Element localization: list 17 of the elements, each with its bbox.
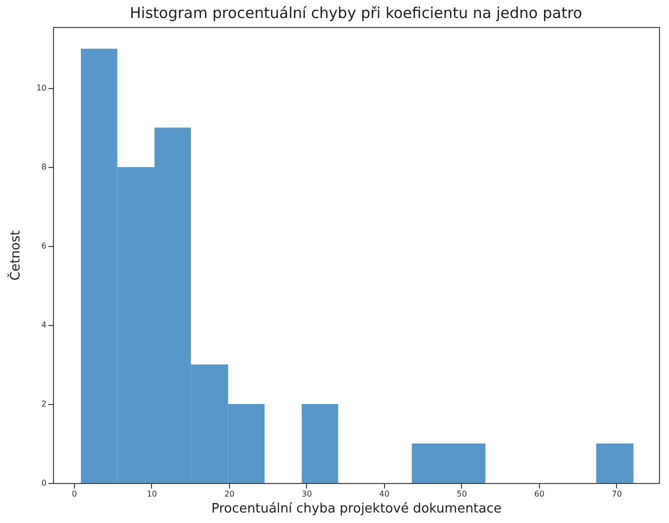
x-tick-label: 40 bbox=[379, 490, 390, 498]
x-tick-label: 0 bbox=[72, 490, 77, 498]
y-tick-label: 0 bbox=[41, 478, 46, 488]
y-tick-label: 8 bbox=[41, 162, 46, 172]
x-tick-label: 70 bbox=[612, 490, 622, 498]
x-tick-label: 10 bbox=[146, 490, 158, 498]
y-tick-label: 4 bbox=[41, 320, 46, 330]
y-tick-label: 2 bbox=[41, 400, 46, 409]
x-axis-title: Procentuální chyba projektové dokumentace bbox=[211, 502, 502, 516]
y-tick-label: 10 bbox=[36, 84, 46, 93]
x-tick-label: 60 bbox=[534, 490, 544, 498]
y-tick-label: 6 bbox=[41, 242, 46, 251]
y-axis-title: Četnost bbox=[6, 230, 24, 281]
x-tick-label: 30 bbox=[302, 490, 312, 498]
chart-title: Histogram procentuální chyby při koeficientu na jedno patro bbox=[130, 4, 582, 22]
x-tick-label: 20 bbox=[224, 490, 235, 498]
x-tick-label: 50 bbox=[456, 490, 467, 498]
